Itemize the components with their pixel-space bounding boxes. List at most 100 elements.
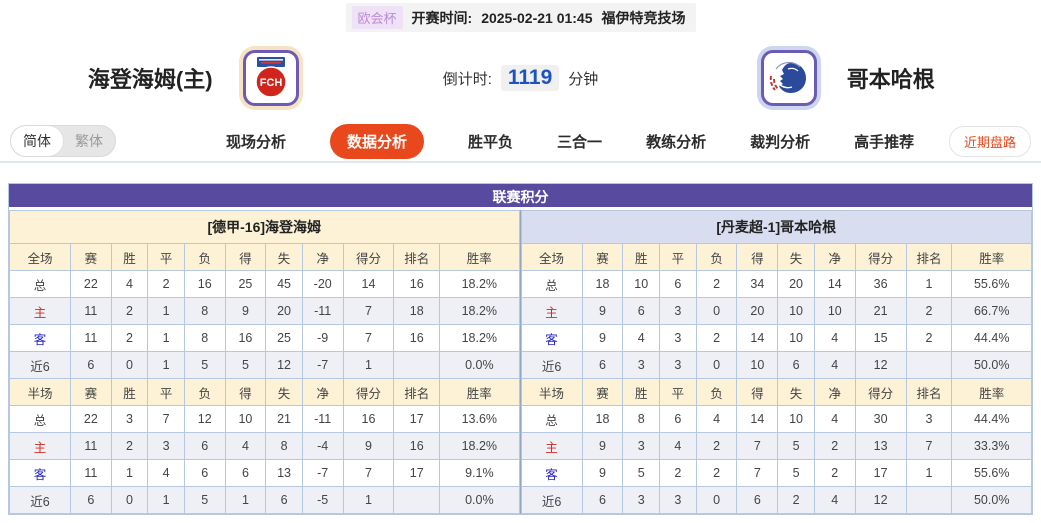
- countdown-value: 1119: [500, 65, 560, 91]
- venue-name: 福伊特竞技场: [601, 9, 686, 26]
- tab-4[interactable]: 三合一: [557, 133, 603, 151]
- home-stats-half: [德甲-16]海登海姆 全场赛胜平负得失净得分 排名 胜率总 22 4 2 16 25 45 -2…: [8, 210, 521, 514]
- cell: 9.1%: [439, 459, 520, 487]
- cell: 6: [659, 270, 697, 298]
- cell: 11: [70, 459, 112, 487]
- column-header: 平: [147, 378, 185, 406]
- recent-trend-button[interactable]: 近期盘路: [948, 125, 1031, 157]
- lang-simplified-button[interactable]: 简体: [11, 126, 63, 156]
- cell: 6: [581, 486, 624, 514]
- cell: 14: [342, 270, 395, 298]
- table-row: 主 9 6 3 0 20 10 10 21 2 66.7%: [520, 297, 1032, 325]
- column-header: 得: [224, 378, 267, 406]
- column-header: 失: [777, 243, 815, 271]
- cell: 13: [854, 432, 907, 460]
- cell: 1: [110, 459, 149, 487]
- cell: 2: [905, 297, 953, 325]
- cell: 10: [736, 351, 779, 379]
- cell: 2: [905, 324, 953, 352]
- column-header: 得: [736, 243, 779, 271]
- row-label: 近6: [8, 486, 72, 514]
- cell: 6: [622, 297, 661, 325]
- cell: 22: [70, 405, 112, 433]
- cell: 17: [393, 459, 441, 487]
- cell: 2: [777, 486, 815, 514]
- column-header: 平: [659, 378, 697, 406]
- column-header: 排名: [393, 378, 441, 406]
- cell: 3: [905, 405, 953, 433]
- home-team-table-header: [德甲-16]海登海姆: [9, 210, 520, 244]
- column-header: 排名: [393, 243, 441, 271]
- cell: 4: [813, 324, 856, 352]
- cell: 4: [622, 324, 661, 352]
- cell: 16: [183, 270, 226, 298]
- lang-traditional-button[interactable]: 繁体: [75, 133, 103, 149]
- cell: -9: [301, 324, 344, 352]
- nav-tabs: 现场分析 数据分析 胜平负 三合一 教练分析 裁判分析 高手推荐: [226, 123, 949, 159]
- cell: -7: [301, 459, 344, 487]
- cell: 3: [147, 432, 185, 460]
- column-header: 胜率: [439, 378, 520, 406]
- column-header: 赛: [70, 378, 112, 406]
- cell: 0: [110, 351, 149, 379]
- column-header: 得分: [342, 243, 395, 271]
- cell: 1: [342, 351, 395, 379]
- cell: 25: [224, 270, 267, 298]
- column-header: 负: [695, 243, 738, 271]
- cell: 4: [813, 486, 856, 514]
- tab-5[interactable]: 教练分析: [646, 133, 707, 151]
- cell: 3: [659, 486, 697, 514]
- cell: -4: [301, 432, 344, 460]
- cell: 7: [905, 432, 953, 460]
- away-stats-table: [丹麦超-1]哥本哈根 全场赛胜平负得失净得分 排名 胜率总 18 10 6 2 34 20 14…: [520, 210, 1033, 514]
- cell: 18.2%: [439, 432, 520, 460]
- cell: 12: [854, 351, 907, 379]
- cell: 55.6%: [951, 459, 1032, 487]
- cell: 1: [342, 486, 395, 514]
- tab-7[interactable]: 高手推荐: [854, 133, 915, 151]
- cell: 1: [147, 486, 185, 514]
- table-row: 总 22 4 2 16 25 45 -20 14 16 18.2%: [8, 270, 520, 298]
- row-label: 客: [520, 324, 583, 352]
- column-header: 净: [301, 378, 344, 406]
- countdown-block: 倒计时: 1119 分钟: [391, 65, 651, 91]
- cell: 2: [813, 432, 856, 460]
- cell: 1: [905, 270, 953, 298]
- cell: 18: [393, 297, 441, 325]
- table-row: 近6 6 0 1 5 5 12 -7 1 0.0%: [8, 351, 520, 379]
- table-row: 主 11 2 3 6 4 8 -4 9 16 18.2%: [8, 432, 520, 460]
- cell: 20: [736, 297, 779, 325]
- away-team-table-header: [丹麦超-1]哥本哈根: [520, 210, 1032, 244]
- cell: 9: [581, 432, 624, 460]
- column-header: 赛: [70, 243, 112, 271]
- home-stats-body: 全场赛胜平负得失净得分 排名 胜率总 22 4 2 16 25 45 -20 14 16 18.2% 主 1…: [8, 243, 520, 514]
- cell: 3: [659, 324, 697, 352]
- cell: -5: [301, 486, 344, 514]
- column-header: 全场: [8, 243, 72, 271]
- fck-crest-icon: [769, 61, 806, 93]
- tab-3[interactable]: 胜平负: [468, 133, 514, 151]
- cell: 2: [695, 324, 738, 352]
- tab-1[interactable]: 现场分析: [226, 133, 287, 151]
- table-row: 客 11 2 1 8 16 25 -9 7 16 18.2%: [8, 324, 520, 352]
- top-info-strip: 欧会杯 开赛时间: 2025-02-21 01:45 福伊特竞技场: [0, 0, 1041, 35]
- tab-6[interactable]: 裁判分析: [750, 133, 811, 151]
- column-header-row: 半场赛胜平负得失净得分 排名 胜率: [520, 378, 1032, 406]
- cell: 50.0%: [951, 486, 1032, 514]
- column-header: 胜率: [951, 378, 1032, 406]
- cell: [393, 351, 441, 379]
- cell: 7: [736, 459, 779, 487]
- cell: 16: [393, 324, 441, 352]
- team-header-row: [丹麦超-1]哥本哈根: [520, 210, 1032, 244]
- start-time-value: 2025-02-21 01:45: [481, 9, 593, 26]
- row-label: 主: [8, 297, 72, 325]
- cell: 17: [393, 405, 441, 433]
- away-stats-body: 全场赛胜平负得失净得分 排名 胜率总 18 10 6 2 34 20 14 36 1 55.6% 主 9 6 3…: [520, 243, 1032, 514]
- cell: 10: [777, 405, 815, 433]
- tab-2[interactable]: 数据分析: [330, 123, 425, 159]
- table-row: 客 9 4 3 2 14 10 4 15 2 44.4%: [520, 324, 1032, 352]
- league-points-section: 联赛积分 [德甲-16]海登海姆 全场赛胜平负得失净得分 排名 胜率总 22 4 2 16 2…: [8, 183, 1033, 515]
- cell: 33.3%: [951, 432, 1032, 460]
- row-label: 客: [8, 324, 72, 352]
- cell: 16: [393, 270, 441, 298]
